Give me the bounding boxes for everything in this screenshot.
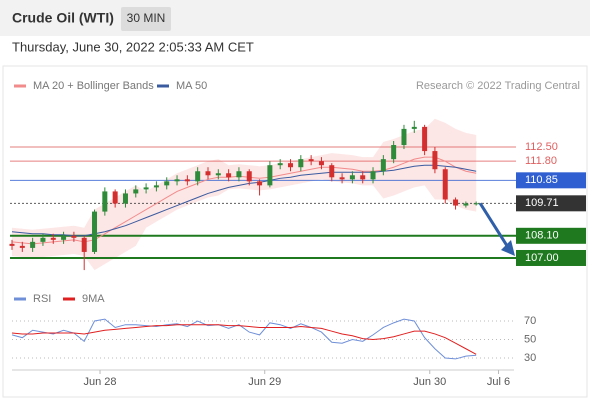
candle-body xyxy=(391,145,397,160)
candle-body xyxy=(122,193,128,204)
candle-body xyxy=(349,175,355,180)
candle-body xyxy=(432,151,438,170)
candle-body xyxy=(236,171,242,178)
bollinger-band xyxy=(12,118,477,271)
candle-body xyxy=(298,159,304,168)
level-label-box xyxy=(516,249,586,266)
ma-line xyxy=(11,156,477,245)
candle-body xyxy=(112,191,118,204)
level-label-box xyxy=(516,172,586,189)
y-tick-label: 50 xyxy=(524,333,536,345)
level-label-box xyxy=(516,227,586,244)
source: Research © 2022 Trading Central xyxy=(416,80,580,92)
candle-body xyxy=(267,165,273,186)
candle-body xyxy=(153,185,159,188)
candle-body xyxy=(184,179,190,182)
level-label: 108.10 xyxy=(525,230,559,242)
level-label: 110.85 xyxy=(525,174,558,186)
x-tick-label: Jun 28 xyxy=(84,376,117,388)
candle-body xyxy=(19,245,25,248)
candle-body xyxy=(174,179,180,182)
legend-label: MA 20 + Bollinger Bands xyxy=(33,80,154,92)
y-tick-label: 30 xyxy=(524,352,536,364)
panel-frame xyxy=(2,65,588,398)
candle-body xyxy=(442,169,448,200)
legend-label: MA 50 xyxy=(176,80,207,92)
level-label-box xyxy=(516,195,586,212)
candle-body xyxy=(308,159,314,162)
candle-body xyxy=(370,171,376,180)
rsi-line xyxy=(11,324,477,355)
level-label: 112.50 xyxy=(525,141,558,153)
interval-label[interactable]: 30 MIN xyxy=(127,11,166,25)
rsi-line xyxy=(11,318,477,360)
candle-body xyxy=(329,165,335,178)
forecast-arrow xyxy=(478,202,511,250)
level-label: 109.71 xyxy=(525,197,559,209)
candle-body xyxy=(288,163,294,168)
candle-body xyxy=(50,237,56,240)
legend-label: RSI xyxy=(33,293,51,305)
candle-body xyxy=(257,181,263,186)
candle-body xyxy=(246,171,252,182)
candle-body xyxy=(226,173,232,178)
candle-body xyxy=(339,177,345,180)
candle-body xyxy=(71,235,77,238)
candle-body xyxy=(9,243,15,246)
x-tick-label: Jun 30 xyxy=(413,376,446,388)
candle-body xyxy=(463,203,469,206)
candle-body xyxy=(277,163,283,166)
candle-body xyxy=(133,189,139,194)
x-tick-label: Jul 6 xyxy=(487,376,510,388)
subtitle: Thursday, June 30, 2022 2:05:33 AM CET xyxy=(12,39,254,54)
legend-label: 9MA xyxy=(82,293,105,305)
level-label: 111.80 xyxy=(525,155,557,167)
candle-body xyxy=(318,161,324,166)
candle-body xyxy=(61,235,67,240)
candle-body xyxy=(215,173,221,176)
level-label: 107.00 xyxy=(525,252,559,264)
x-tick-label: Jun 29 xyxy=(248,376,281,388)
candle-body xyxy=(453,199,459,206)
candle-body xyxy=(380,159,386,172)
candle-body xyxy=(164,181,170,186)
y-tick-label: 70 xyxy=(524,315,536,327)
candle-body xyxy=(102,191,108,212)
candle-body xyxy=(422,126,428,152)
candle-body xyxy=(92,211,98,252)
chart-title: Crude Oil (WTI) xyxy=(12,10,114,26)
candle-body xyxy=(205,171,211,176)
ma-line xyxy=(11,164,477,237)
interval-button[interactable] xyxy=(121,7,171,31)
candle-body xyxy=(81,237,87,252)
header-bar xyxy=(0,0,590,36)
candle-body xyxy=(473,203,479,205)
forecast-arrowhead xyxy=(501,239,515,256)
candle-body xyxy=(360,175,366,180)
candle-body xyxy=(143,187,149,190)
candle-body xyxy=(195,171,201,182)
candle-body xyxy=(401,128,407,146)
candle-body xyxy=(40,237,46,242)
candle-body xyxy=(411,126,417,129)
candle-body xyxy=(30,241,36,248)
